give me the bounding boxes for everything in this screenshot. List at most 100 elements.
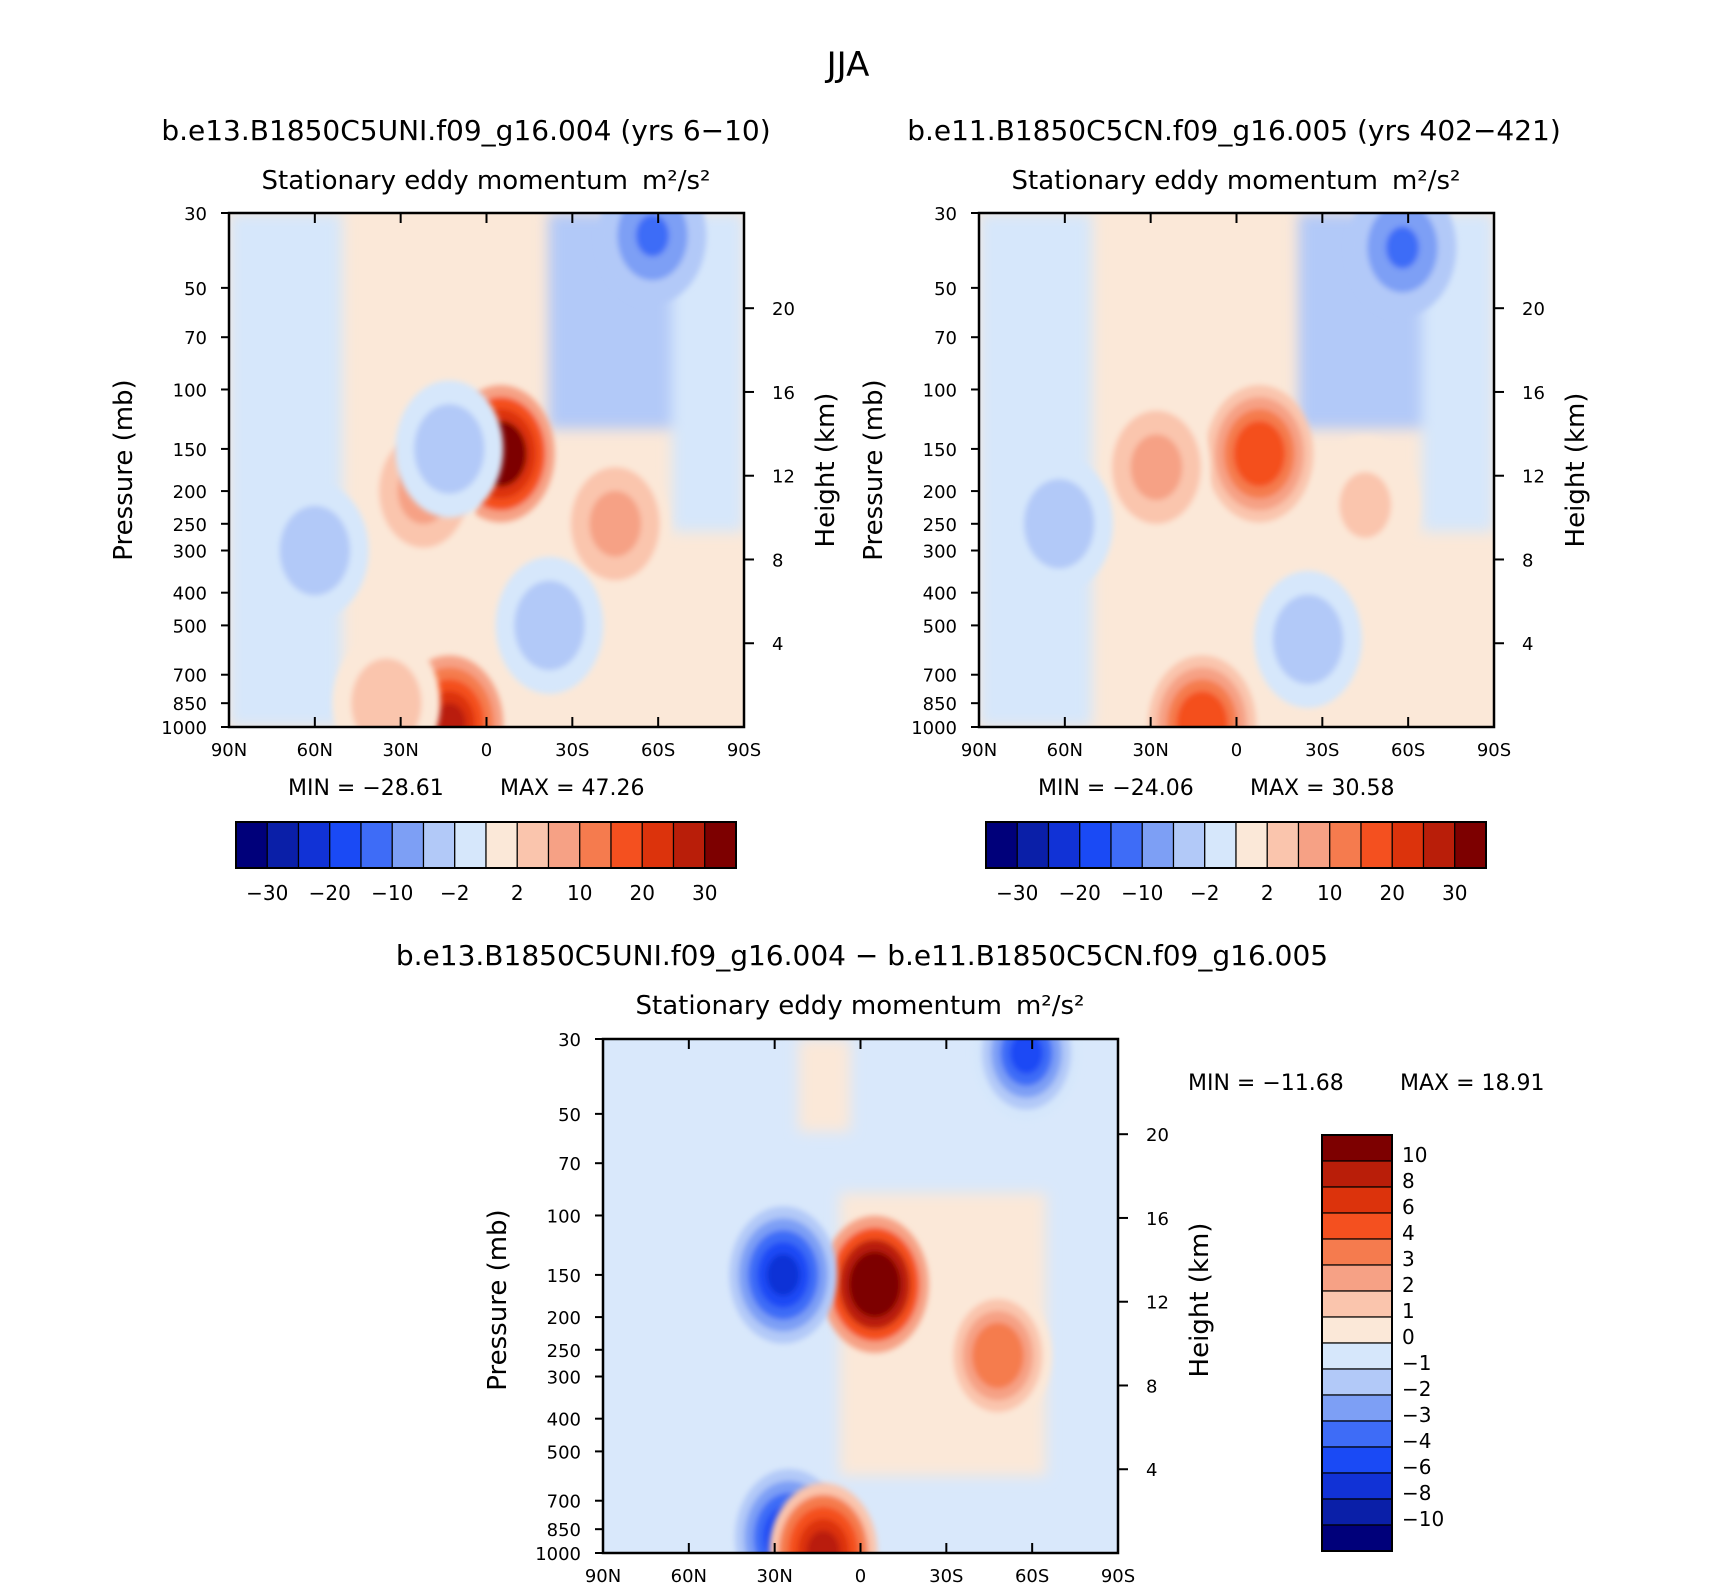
panel-c-field: [603, 1039, 1118, 1553]
field-feature: [1254, 570, 1362, 708]
field-contour: [1348, 484, 1382, 527]
x-tick-label: 0: [481, 740, 492, 761]
panel-c-variable-title: Stationary eddy momentum m²/s²: [636, 991, 1085, 1021]
field-feature: [1348, 213, 1457, 317]
field-contour: [858, 1263, 892, 1306]
panel-b-ylabel: Pressure (mb): [859, 379, 889, 560]
x-tick-label: 90N: [961, 740, 997, 761]
field-feature: [561, 455, 670, 593]
x-tick-label: 90S: [1477, 740, 1511, 761]
field-contour: [981, 1334, 1015, 1377]
y-tick-label: 250: [923, 515, 957, 536]
panel-b: Stationary eddy momentum m²/s² 90N 60N 30N 0…: [859, 166, 1591, 905]
panel-c-case-title: b.e13.B1850C5UNI.f09_g16.004 − b.e11.B18…: [396, 939, 1328, 972]
field-feature: [1005, 455, 1114, 593]
y-tick-label: 150: [923, 440, 957, 461]
y-tick-label: 150: [173, 440, 207, 461]
colorbar-swatch: [1321, 1498, 1393, 1526]
y-right-tick-label: 20: [772, 299, 795, 320]
y-tick-label: 500: [173, 616, 207, 637]
y-tick-label: 50: [184, 279, 207, 300]
colorbar-label: 10: [1317, 881, 1342, 905]
y-tick-label: 100: [547, 1206, 581, 1227]
y-tick-label: 200: [547, 1308, 581, 1329]
colorbar-label: 2: [1261, 881, 1274, 905]
y-tick-label: 400: [547, 1410, 581, 1431]
x-tick-label: 90N: [211, 740, 247, 761]
field-feature: [769, 1482, 878, 1553]
field-feature: [729, 1206, 838, 1344]
y-tick-label: 300: [173, 542, 207, 563]
field-contour: [1009, 1039, 1043, 1074]
field-feature: [1148, 655, 1257, 727]
y-tick-label: 400: [923, 584, 957, 605]
colorbar-label: 2: [511, 881, 524, 905]
field-contour: [766, 1253, 800, 1296]
y-tick-label: 300: [923, 542, 957, 563]
y-right-tick-label: 8: [772, 550, 783, 571]
colorbar-swatch: [1422, 821, 1456, 869]
colorbar-frame: [235, 821, 737, 869]
colorbar-swatch: [1454, 821, 1487, 869]
y-tick-label: 100: [923, 380, 957, 401]
colorbar-label: −2: [440, 881, 469, 905]
y-tick-label: 700: [923, 666, 957, 687]
x-tick-label: 0: [855, 1566, 866, 1587]
colorbar-label: −10: [1121, 881, 1163, 905]
colorbar-label: 1: [1402, 1299, 1415, 1323]
panel-a-variable-title: Stationary eddy momentum m²/s²: [262, 166, 711, 196]
panel-a-case-title: b.e13.B1850C5UNI.f09_g16.004 (yrs 6−10): [161, 114, 770, 147]
colorbar-swatch: [1321, 1420, 1393, 1448]
field-contour: [635, 214, 669, 257]
colorbar-swatch: [1110, 821, 1143, 869]
panel-b-colorbar: −30 −20 −10 −2 2 10 20 30: [985, 821, 1487, 905]
colorbar-swatch: [1321, 1290, 1393, 1318]
field-feature: [495, 556, 604, 694]
x-tick-label: 30S: [1305, 740, 1339, 761]
colorbar-label: 10: [1402, 1143, 1427, 1167]
colorbar-swatch: [1321, 1186, 1393, 1214]
field-contour: [1242, 432, 1276, 475]
colorbar-label: −10: [1402, 1507, 1444, 1531]
field-feature: [598, 213, 707, 305]
field-feature: [1205, 385, 1314, 523]
colorbar-swatch: [516, 821, 550, 869]
field-band: [229, 213, 343, 727]
colorbar-label: −20: [309, 881, 351, 905]
colorbar-label: −2: [1190, 881, 1219, 905]
colorbar-label: −8: [1402, 1481, 1431, 1505]
colorbar-swatch: [704, 821, 737, 869]
colorbar-label: −2: [1402, 1377, 1431, 1401]
colorbar-label: −30: [246, 881, 288, 905]
field-contour: [1291, 618, 1325, 661]
colorbar-swatch: [985, 821, 1018, 869]
panel-a-ylabel: Pressure (mb): [109, 379, 139, 560]
y-tick-label: 300: [547, 1368, 581, 1389]
field-contour: [806, 1530, 840, 1553]
colorbar-label: 8: [1402, 1169, 1415, 1193]
colorbar-swatch: [1321, 1446, 1393, 1474]
colorbar-label: 30: [692, 881, 717, 905]
y-tick-label: 850: [547, 1520, 581, 1541]
colorbar-swatch: [579, 821, 612, 869]
y-right-tick-label: 20: [1146, 1125, 1169, 1146]
y-tick-label: 400: [173, 584, 207, 605]
y-tick-label: 700: [547, 1492, 581, 1513]
panel-b-min-label: MIN = −24.06: [1038, 776, 1194, 801]
y-tick-label: 50: [934, 279, 957, 300]
colorbar-swatch: [1266, 821, 1300, 869]
colorbar-swatch: [1321, 1160, 1393, 1188]
y-tick-label: 700: [173, 666, 207, 687]
field-feature: [332, 634, 441, 727]
field-band: [798, 1039, 851, 1132]
y-right-tick-label: 8: [1146, 1376, 1157, 1397]
colorbar-swatch: [1321, 1394, 1393, 1422]
colorbar-swatch: [235, 821, 268, 869]
field-contour: [1042, 502, 1076, 545]
colorbar-label: 20: [1380, 881, 1405, 905]
field-feature: [1311, 436, 1420, 574]
colorbar-swatch: [672, 821, 706, 869]
colorbar-swatch: [297, 821, 331, 869]
y-tick-label: 250: [173, 515, 207, 536]
y-tick-label: 30: [934, 204, 957, 225]
